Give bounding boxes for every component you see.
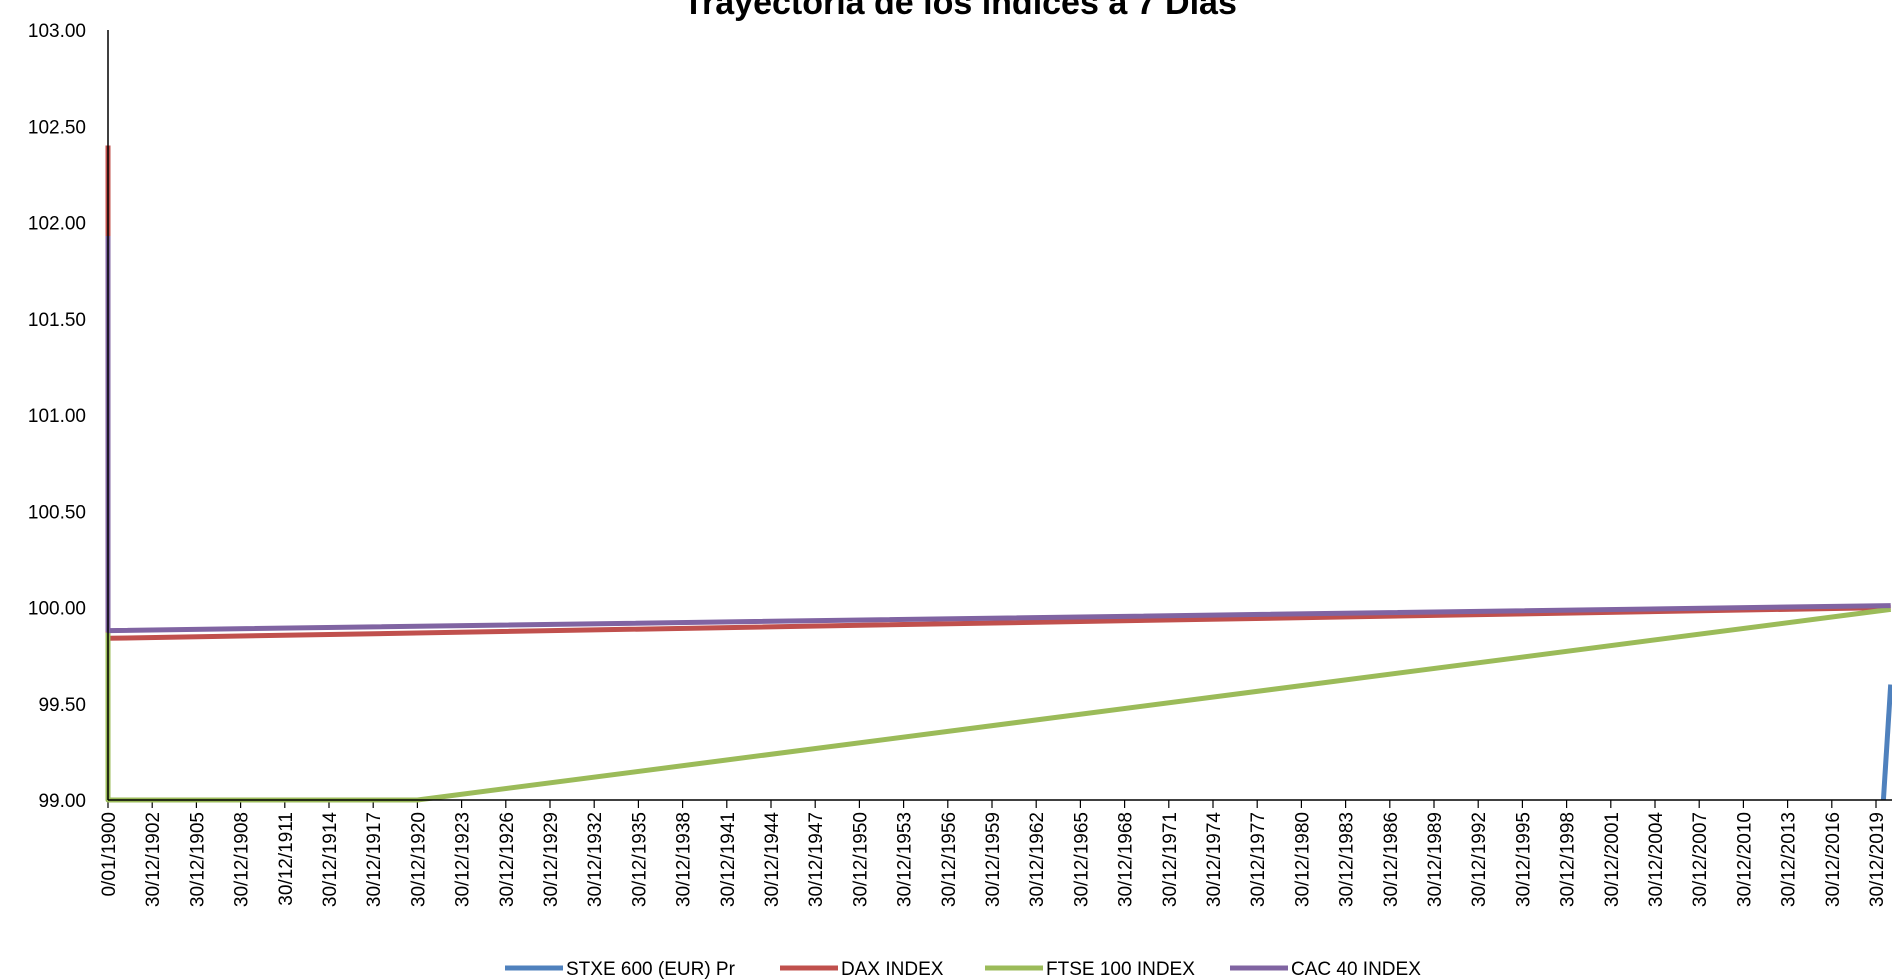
legend-label: STXE 600 (EUR) Pr (566, 959, 736, 980)
legend-label: FTSE 100 INDEX (1046, 959, 1195, 980)
x-tick-label: 30/12/1986 (1381, 812, 1402, 907)
x-tick-label: 30/12/1962 (1027, 812, 1048, 907)
y-axis-ticks: 103.00 102.50 102.00 101.50 101.00 100.50 100.… (28, 21, 86, 812)
x-tick-label: 30/12/1923 (453, 812, 474, 907)
x-tick-label: 30/12/1941 (718, 812, 739, 907)
series-line-ftse-100-index (105, 606, 1892, 803)
x-tick-label: 30/12/1968 (1116, 812, 1137, 907)
x-tick-label: 0/01/1900 (99, 812, 120, 897)
y-tick-label: 99.50 (38, 695, 86, 716)
x-tick-label: 30/12/1917 (364, 812, 385, 907)
x-tick-label: 30/12/1947 (806, 812, 827, 907)
x-tick-label: 30/12/1911 (276, 812, 297, 906)
y-tick-label: 102.50 (28, 117, 86, 138)
x-tick-label: 30/12/1971 (1160, 812, 1181, 907)
x-tick-label: 30/12/1920 (408, 812, 429, 907)
x-tick-label: 30/12/2007 (1690, 812, 1711, 907)
legend: STXE 600 (EUR) Pr DAX INDEX FTSE 100 INDEX… (505, 959, 1421, 980)
series-line-stxe-600-eur-pr (1880, 684, 1892, 801)
x-tick-label: 30/12/1977 (1248, 812, 1269, 907)
series-line-cac-40-index (105, 236, 1891, 634)
x-tick-label: 30/12/1902 (143, 812, 164, 907)
x-tick-label: 30/12/1974 (1204, 812, 1225, 908)
x-tick-label: 30/12/1989 (1425, 812, 1446, 907)
x-tick-label: 30/12/1998 (1558, 812, 1579, 907)
x-tick-label: 30/12/1938 (674, 812, 695, 907)
x-tick-label: 30/12/1983 (1337, 812, 1358, 907)
x-tick-label: 30/12/2016 (1823, 812, 1844, 907)
x-tick-label: 30/12/1953 (895, 812, 916, 907)
x-tick-label: 30/12/2013 (1779, 812, 1800, 907)
x-tick-label: 30/12/1932 (585, 812, 606, 907)
x-tick-label: 30/12/2001 (1602, 812, 1623, 907)
y-tick-label: 101.50 (28, 310, 86, 331)
legend-label: CAC 40 INDEX (1291, 959, 1421, 980)
y-tick-label: 100.00 (28, 599, 86, 620)
x-tick-label: 30/12/1944 (762, 812, 783, 908)
x-tick-label: 30/12/2010 (1734, 812, 1755, 907)
series-line-dax-index (105, 145, 1891, 641)
y-tick-label: 103.00 (28, 21, 86, 42)
x-tick-label: 30/12/1956 (939, 812, 960, 907)
x-tick-label: 30/12/1929 (541, 812, 562, 907)
x-tick-label: 30/12/1965 (1071, 812, 1092, 907)
x-axis-ticks: 0/01/1900 30/12/1902 30/12/1905 30/12/1908 3… (99, 800, 1888, 907)
legend-label: DAX INDEX (841, 959, 944, 980)
x-tick-label: 30/12/1926 (497, 812, 518, 907)
chart-title: Trayectoria de los índices a 7 Días (683, 0, 1237, 22)
y-tick-label: 102.00 (28, 214, 86, 235)
x-tick-label: 30/12/1950 (850, 812, 871, 907)
x-tick-label: 30/12/1959 (983, 812, 1004, 907)
x-tick-label: 30/12/1914 (320, 812, 341, 908)
x-tick-label: 30/12/1995 (1513, 812, 1534, 907)
x-tick-label: 30/12/1935 (629, 812, 650, 907)
x-tick-label: 30/12/1980 (1292, 812, 1313, 907)
y-tick-label: 100.50 (28, 502, 86, 523)
y-tick-label: 99.00 (38, 791, 86, 812)
x-tick-label: 30/12/1992 (1469, 812, 1490, 907)
series-lines (105, 145, 1892, 803)
y-tick-label: 101.00 (28, 406, 86, 427)
x-tick-label: 30/12/2004 (1646, 812, 1667, 908)
x-tick-label: 30/12/1905 (187, 812, 208, 907)
x-tick-label: 30/12/1908 (232, 812, 253, 907)
x-tick-label: 30/12/2019 (1867, 812, 1888, 907)
